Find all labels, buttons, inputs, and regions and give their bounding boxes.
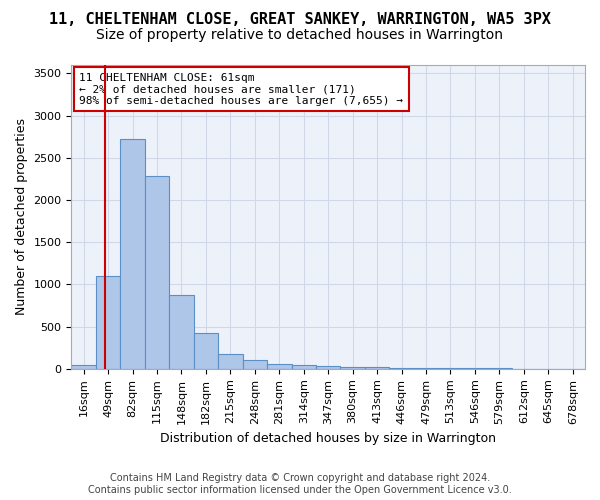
X-axis label: Distribution of detached houses by size in Warrington: Distribution of detached houses by size … [160,432,496,445]
Bar [316,366,340,369]
Bar [145,176,169,369]
Bar [292,364,316,369]
Bar [169,296,194,369]
Bar [218,354,242,369]
Text: 11 CHELTENHAM CLOSE: 61sqm
← 2% of detached houses are smaller (171)
98% of semi: 11 CHELTENHAM CLOSE: 61sqm ← 2% of detac… [79,72,403,106]
Bar [96,276,121,369]
Bar [340,366,365,369]
Text: Size of property relative to detached houses in Warrington: Size of property relative to detached ho… [97,28,503,42]
Bar [121,140,145,369]
Bar [71,364,96,369]
Y-axis label: Number of detached properties: Number of detached properties [15,118,28,316]
Bar [194,332,218,369]
Bar [389,368,414,369]
Bar [414,368,438,369]
Bar [267,364,292,369]
Text: Contains HM Land Registry data © Crown copyright and database right 2024.
Contai: Contains HM Land Registry data © Crown c… [88,474,512,495]
Text: 11, CHELTENHAM CLOSE, GREAT SANKEY, WARRINGTON, WA5 3PX: 11, CHELTENHAM CLOSE, GREAT SANKEY, WARR… [49,12,551,28]
Bar [365,367,389,369]
Bar [242,360,267,369]
